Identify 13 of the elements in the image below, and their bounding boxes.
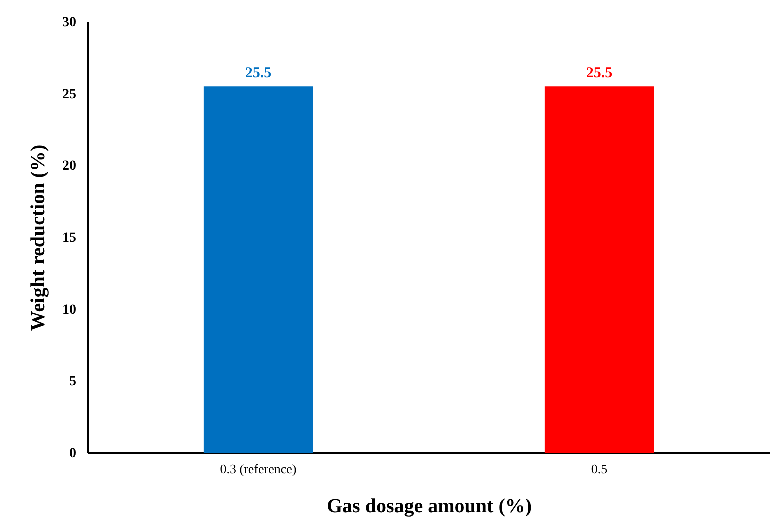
y-tick-label: 30 [62, 16, 76, 30]
y-tick-label: 10 [62, 302, 76, 318]
y-tick-label: 15 [62, 231, 76, 246]
y-tick-label: 20 [62, 159, 76, 174]
y-axis-title: Weight reduction (%) [28, 144, 50, 332]
x-tick-label: 0.3 (reference) [220, 462, 297, 476]
x-axis-title: Gas dosage amount (%) [326, 496, 532, 518]
y-tick-label: 5 [70, 374, 76, 390]
y-tick-label: 25 [62, 87, 76, 102]
y-tick-label: 0 [70, 446, 76, 462]
x-tick-label: 0.5 [591, 462, 608, 476]
data-label: 25.5 [245, 66, 272, 82]
data-label: 25.5 [586, 66, 613, 82]
